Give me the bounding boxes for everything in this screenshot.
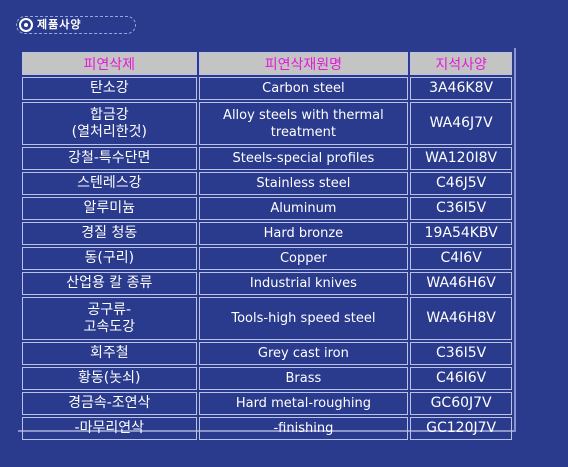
cell-workpiece-english: Tools-high speed steel [198, 297, 409, 340]
table-row: 경질 청동 Hard bronze 19A54KBV [22, 222, 512, 245]
table-row: -마무리연삭 -finishing GC120J7V [22, 417, 512, 440]
cell-wheel-spec: C4I6V [410, 247, 512, 270]
cell-wheel-spec: GC60J7V [410, 392, 512, 415]
table-row: 탄소강 Carbon steel 3A46K8V [22, 77, 512, 100]
section-tab: 제품사양 [16, 16, 136, 34]
table-row: 스텐레스강 Stainless steel C46J5V [22, 172, 512, 195]
header-wheel-spec: 지석사양 [410, 52, 512, 75]
spec-table: 피연삭제 피연삭재원명 지석사양 탄소강 Carbon steel 3A46K8V 합… [20, 50, 514, 442]
cell-wheel-spec: WA46H6V [410, 272, 512, 295]
cell-workpiece: 탄소강 [22, 77, 197, 100]
header-workpiece: 피연삭제 [22, 52, 197, 75]
cell-workpiece: 알루미늄 [22, 197, 197, 220]
cell-workpiece-english: Copper [198, 247, 409, 270]
cell-workpiece: 합금강 (열처리한것) [22, 102, 197, 145]
cell-wheel-spec: C36I5V [410, 342, 512, 365]
table-row: 회주철 Grey cast iron C36I5V [22, 342, 512, 365]
cell-workpiece-english: Carbon steel [198, 77, 409, 100]
cell-wheel-spec: 3A46K8V [410, 77, 512, 100]
cell-workpiece-english: Brass [198, 367, 409, 390]
cell-workpiece-english: Stainless steel [198, 172, 409, 195]
table-header-row: 피연삭제 피연삭재원명 지석사양 [22, 52, 512, 75]
cell-wheel-spec: C36I5V [410, 197, 512, 220]
cell-workpiece-english: Aluminum [198, 197, 409, 220]
cell-workpiece: 경금속-조연삭 [22, 392, 197, 415]
cell-workpiece-english: Grey cast iron [198, 342, 409, 365]
cell-workpiece: 회주철 [22, 342, 197, 365]
table-row: 합금강 (열처리한것) Alloy steels with thermal tre… [22, 102, 512, 145]
table-row: 동(구리) Copper C4I6V [22, 247, 512, 270]
cell-wheel-spec: C46I6V [410, 367, 512, 390]
header-workpiece-english: 피연삭재원명 [198, 52, 409, 75]
table-row: 알루미늄 Aluminum C36I5V [22, 197, 512, 220]
table-row: 공구류- 고속도강 Tools-high speed steel WA46H8V [22, 297, 512, 340]
cell-workpiece-english: Hard metal-roughing [198, 392, 409, 415]
table-row: 경금속-조연삭 Hard metal-roughing GC60J7V [22, 392, 512, 415]
cell-workpiece-english: Steels-special profiles [198, 147, 409, 170]
radio-bullet-icon [19, 18, 33, 32]
table-row: 강철-특수단면 Steels-special profiles WA120I8V [22, 147, 512, 170]
cell-workpiece: 경질 청동 [22, 222, 197, 245]
cell-wheel-spec: GC120J7V [410, 417, 512, 440]
table-row: 산업용 칼 종류 Industrial knives WA46H6V [22, 272, 512, 295]
cell-workpiece: 스텐레스강 [22, 172, 197, 195]
section-title: 제품사양 [37, 18, 82, 31]
cell-workpiece-english: -finishing [198, 417, 409, 440]
cell-wheel-spec: WA46H8V [410, 297, 512, 340]
cell-workpiece: 황동(놋쇠) [22, 367, 197, 390]
cell-wheel-spec: 19A54KBV [410, 222, 512, 245]
spec-panel: 피연삭제 피연삭재원명 지석사양 탄소강 Carbon steel 3A46K8V 합… [18, 48, 516, 440]
cell-workpiece: 공구류- 고속도강 [22, 297, 197, 340]
table-row: 황동(놋쇠) Brass C46I6V [22, 367, 512, 390]
cell-workpiece-english: Hard bronze [198, 222, 409, 245]
cell-workpiece-english: Industrial knives [198, 272, 409, 295]
cell-workpiece-english: Alloy steels with thermal treatment [198, 102, 409, 145]
cell-workpiece: 산업용 칼 종류 [22, 272, 197, 295]
cell-workpiece: -마무리연삭 [22, 417, 197, 440]
cell-wheel-spec: C46J5V [410, 172, 512, 195]
cell-workpiece: 동(구리) [22, 247, 197, 270]
cell-wheel-spec: WA120I8V [410, 147, 512, 170]
cell-wheel-spec: WA46J7V [410, 102, 512, 145]
cell-workpiece: 강철-특수단면 [22, 147, 197, 170]
